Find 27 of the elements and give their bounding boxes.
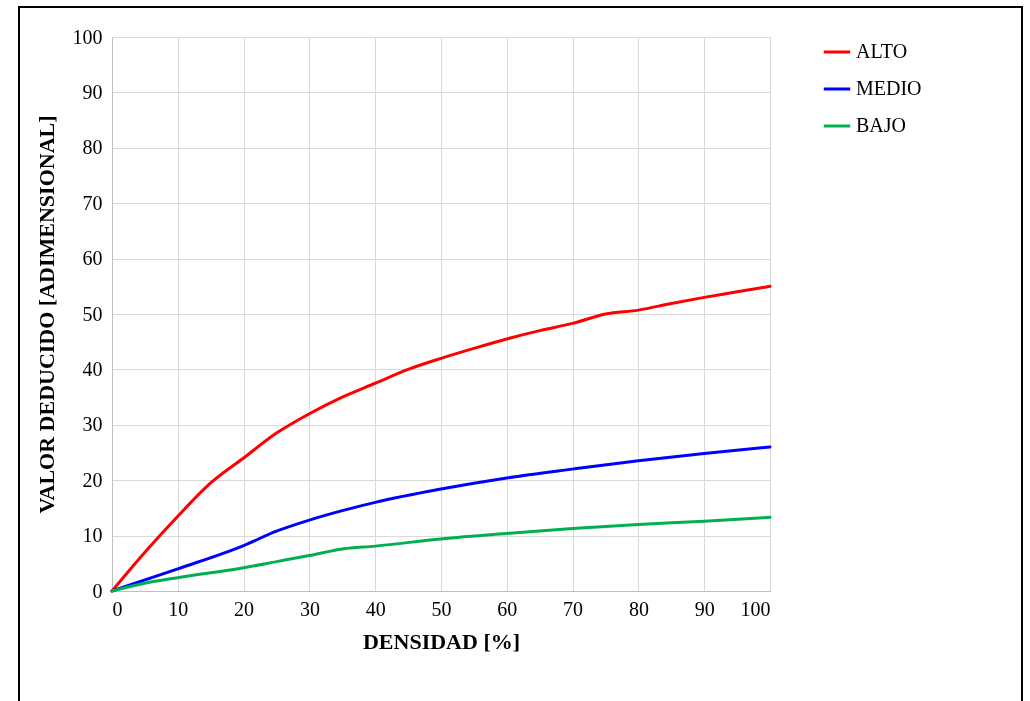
legend-label: MEDIO (856, 77, 922, 99)
x-tick-label: 60 (497, 597, 518, 620)
y-tick-label: 40 (82, 357, 103, 380)
legend-label: ALTO (856, 40, 908, 62)
x-tick-label: 70 (563, 597, 584, 620)
x-tick-label: 40 (365, 597, 386, 620)
x-tick-label: 10 (168, 597, 189, 620)
x-tick-label: 100 (740, 597, 771, 620)
y-tick-label: 20 (82, 468, 103, 491)
y-tick-label: 100 (72, 25, 103, 48)
x-tick-label: 50 (431, 597, 452, 620)
y-tick-label: 60 (82, 247, 103, 270)
y-tick-label: 90 (82, 80, 103, 103)
y-tick-label: 50 (82, 302, 103, 325)
y-tick-label: 0 (92, 579, 103, 602)
y-tick-label: 80 (82, 136, 103, 159)
x-axis-title: DENSIDAD [%] (362, 628, 521, 654)
x-tick-label: 80 (628, 597, 649, 620)
x-tick-label: 20 (234, 597, 255, 620)
y-tick-label: 70 (82, 191, 103, 214)
y-axis-title: VALOR DEDUCIDO [ADIMENSIONAL] (33, 115, 59, 514)
x-tick-label: 90 (694, 597, 715, 620)
legend-label: BAJO (856, 114, 907, 136)
y-tick-label: 10 (82, 524, 103, 547)
x-tick-label: 0 (112, 597, 123, 620)
x-tick-label: 30 (299, 597, 320, 620)
y-tick-label: 30 (82, 413, 103, 436)
